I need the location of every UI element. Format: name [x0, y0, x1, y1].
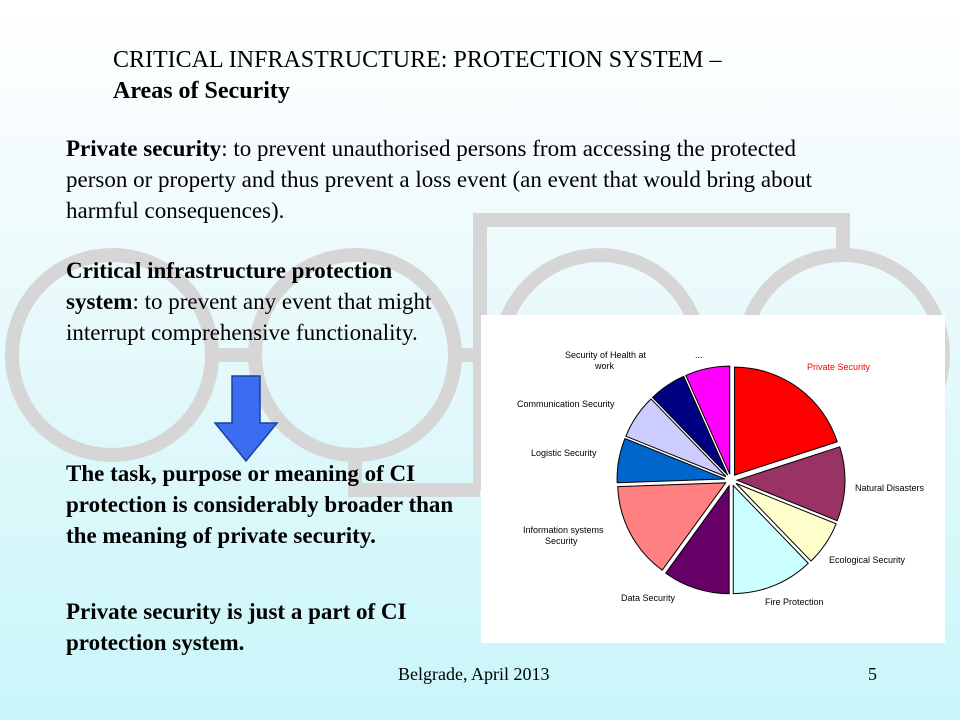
- pie-slice-information-systems-security: [617, 482, 727, 571]
- private-security-term: Private security: [66, 136, 222, 161]
- ci-protection-term: Critical infrastructure protection syste…: [66, 258, 393, 314]
- ci-protection-text: : to prevent any event that might interr…: [66, 289, 432, 345]
- ci-protection-definition: Critical infrastructure protection syste…: [66, 255, 466, 348]
- pie-label-5: Information systems Security: [523, 525, 604, 546]
- pie-slice-natural-disasters: [735, 446, 846, 522]
- footer-page-number: 5: [868, 664, 877, 684]
- deco-frame-bottom: [348, 455, 480, 497]
- slide-title: CRITICAL INFRASTRUCTURE: PROTECTION SYST…: [113, 45, 873, 107]
- deco-frame: [473, 213, 850, 490]
- pie-label-3: Fire Protection: [765, 597, 824, 607]
- pie-label-7: Communication Security: [517, 399, 615, 409]
- pie-label-0: Private Security: [807, 362, 871, 372]
- private-security-definition: Private security: to prevent unauthorise…: [66, 133, 856, 226]
- pie-slice-private-security: [734, 366, 838, 476]
- pie-slice-security-of-health-at-work: [651, 375, 729, 476]
- ci-scope-statement: The task, purpose or meaning of CI prote…: [66, 461, 454, 548]
- pie-label-8: Security of Health at work: [565, 350, 647, 371]
- pie-label-6: Logistic Security: [531, 448, 597, 458]
- pie-label-2: Ecological Security: [829, 555, 906, 565]
- pie-chart-panel: Private Security Natural Disasters Ecologi…: [481, 315, 945, 643]
- pie-chart: Private Security Natural Disasters Ecologi…: [517, 350, 925, 607]
- pie-label-1: Natural Disasters: [855, 483, 925, 493]
- title-line-1: CRITICAL INFRASTRUCTURE: PROTECTION SYST…: [113, 47, 722, 73]
- title-line-2: Areas of Security: [113, 78, 290, 104]
- pie-slice-logistic-security: [616, 437, 726, 484]
- private-security-part-statement: Private security is just a part of CI pr…: [66, 599, 407, 655]
- footer-place-date: Belgrade, April 2013: [398, 664, 550, 684]
- pie-slice-communication-security: [625, 398, 727, 478]
- pie-slice-data-security: [664, 484, 730, 595]
- private-security-text: : to prevent unauthorised persons from a…: [66, 136, 813, 223]
- down-arrow-icon: [214, 375, 279, 463]
- pie-slice-: [685, 365, 731, 475]
- pie-slice-fire-protection: [732, 484, 809, 595]
- pie-slice-ecological-security: [735, 482, 837, 562]
- pie-label-9: ...: [695, 350, 703, 360]
- pie-label-4: Data Security: [621, 593, 676, 603]
